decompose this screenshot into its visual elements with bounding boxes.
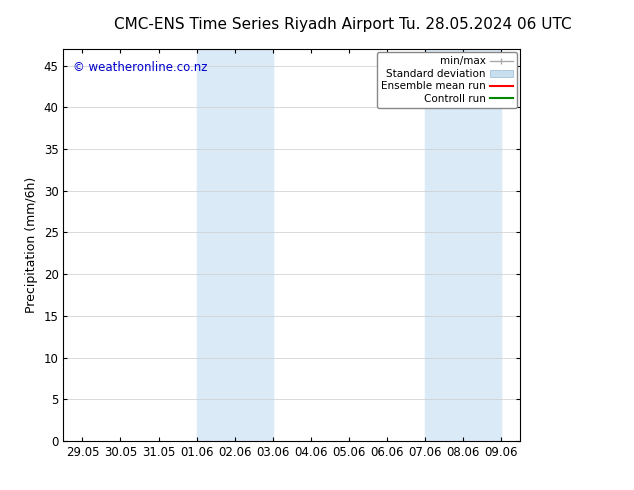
Text: © weatheronline.co.nz: © weatheronline.co.nz xyxy=(72,61,207,74)
Bar xyxy=(425,49,501,441)
Text: Tu. 28.05.2024 06 UTC: Tu. 28.05.2024 06 UTC xyxy=(399,17,572,32)
Text: CMC-ENS Time Series Riyadh Airport: CMC-ENS Time Series Riyadh Airport xyxy=(114,17,394,32)
Y-axis label: Precipitation (mm/6h): Precipitation (mm/6h) xyxy=(25,177,38,313)
Bar xyxy=(197,49,273,441)
Legend: min/max, Standard deviation, Ensemble mean run, Controll run: min/max, Standard deviation, Ensemble me… xyxy=(377,52,517,108)
